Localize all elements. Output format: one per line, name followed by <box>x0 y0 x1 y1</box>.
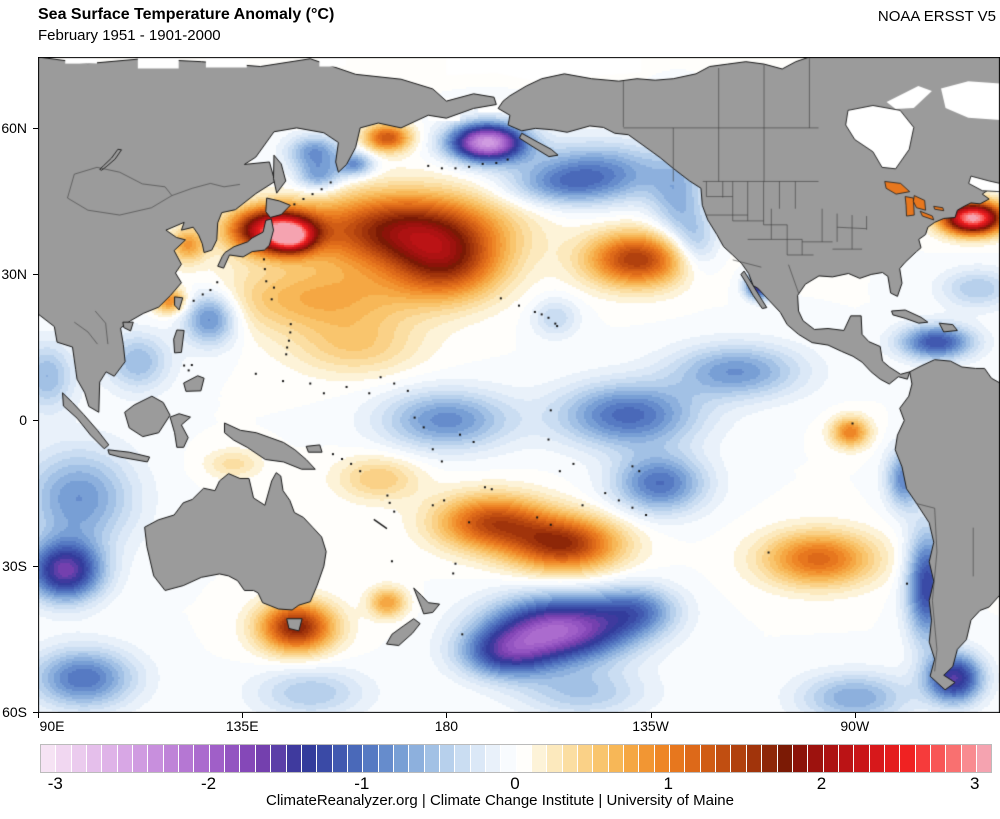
colorbar-cell <box>700 745 717 772</box>
colorbar-cell <box>746 745 763 772</box>
colorbar-cell <box>762 745 778 772</box>
x-tick-label: 90E <box>39 718 65 734</box>
colorbar-cell <box>808 745 824 772</box>
page-subtitle: February 1951 - 1901-2000 <box>38 27 221 44</box>
colorbar-cell <box>670 745 686 772</box>
colorbar-cell <box>930 745 947 772</box>
colorbar-cell <box>869 745 885 772</box>
colorbar-cell <box>409 745 425 772</box>
colorbar-cell <box>976 745 992 772</box>
colorbar-cell <box>685 745 701 772</box>
colorbar-tick-label: 3 <box>969 774 980 793</box>
colorbar-cell <box>777 745 793 772</box>
anomaly-colorbar <box>40 744 992 773</box>
colorbar-cell <box>915 745 931 772</box>
colorbar-cell <box>179 745 195 772</box>
y-tick-label: 0 <box>19 412 27 429</box>
anomaly-map-canvas <box>38 57 1000 713</box>
colorbar-cell <box>946 745 962 772</box>
colorbar-tick-label: -3 <box>47 774 63 793</box>
y-tickmark <box>33 712 38 714</box>
colorbar-cell <box>547 745 563 772</box>
colorbar-cell <box>608 745 625 772</box>
colorbar-cell <box>133 745 149 772</box>
colorbar-cell <box>884 745 901 772</box>
colorbar-cell <box>593 745 609 772</box>
colorbar-cell <box>163 745 180 772</box>
colorbar-cell <box>854 745 870 772</box>
colorbar-cell <box>961 745 977 772</box>
colorbar-cell <box>347 745 364 772</box>
colorbar-cell <box>823 745 839 772</box>
x-tick-label: 180 <box>434 718 459 734</box>
anomaly-map <box>38 57 1000 713</box>
x-tickmark <box>854 713 856 718</box>
y-tick-label: 60N <box>1 119 27 136</box>
colorbar-cell <box>639 745 655 772</box>
colorbar-cell <box>378 745 394 772</box>
colorbar-cell <box>255 745 272 772</box>
y-tick-label: 30N <box>1 265 27 282</box>
colorbar-cell <box>393 745 410 772</box>
colorbar-cell <box>317 745 333 772</box>
colorbar-cell <box>439 745 456 772</box>
colorbar-cell <box>209 745 226 772</box>
y-tickmark <box>33 127 38 129</box>
colorbar-cell <box>624 745 640 772</box>
x-tick-label: 135E <box>225 718 259 734</box>
colorbar-cell <box>286 745 302 772</box>
y-tick-label: 30S <box>2 558 27 575</box>
colorbar-cell <box>792 745 809 772</box>
colorbar-tick-label: 2 <box>816 774 827 793</box>
page-title: Sea Surface Temperature Anomaly (°C) <box>38 6 335 23</box>
colorbar-cell <box>731 745 747 772</box>
colorbar-cell <box>424 745 440 772</box>
x-tickmark <box>242 713 244 718</box>
colorbar-tick-label: 0 <box>510 774 520 793</box>
y-tickmark <box>33 566 38 568</box>
colorbar-cell <box>148 745 164 772</box>
x-tickmark <box>446 713 448 718</box>
colorbar-cell <box>301 745 318 772</box>
colorbar-cell <box>71 745 88 772</box>
y-tick-label: 60S <box>2 704 27 721</box>
colorbar-cell <box>716 745 732 772</box>
colorbar-tick-label: -1 <box>354 774 370 793</box>
credit-line: ClimateReanalyzer.org | Climate Change I… <box>266 792 734 809</box>
x-tick-label: 135W <box>632 718 669 734</box>
y-tickmark <box>33 420 38 422</box>
colorbar-cell <box>501 745 517 772</box>
colorbar-cell <box>240 745 256 772</box>
colorbar-cell <box>470 745 486 772</box>
colorbar-cell <box>485 745 502 772</box>
colorbar-cell <box>194 745 210 772</box>
dataset-label: NOAA ERSST V5 <box>877 8 996 25</box>
colorbar-cell <box>225 745 241 772</box>
y-tickmark <box>33 273 38 275</box>
colorbar-cell <box>271 745 287 772</box>
colorbar-cell <box>562 745 579 772</box>
colorbar-cell <box>56 745 72 772</box>
colorbar-tick-label: -2 <box>200 774 217 793</box>
colorbar-cell <box>102 745 118 772</box>
colorbar-tick-label: 1 <box>663 774 673 793</box>
x-tickmark <box>38 713 39 718</box>
colorbar-cell <box>363 745 379 772</box>
colorbar-cell <box>117 745 134 772</box>
colorbar-cell <box>455 745 471 772</box>
colorbar-cell <box>516 745 532 772</box>
x-tick-label: 90W <box>840 718 870 734</box>
colorbar-cell <box>654 745 671 772</box>
colorbar-cell <box>532 745 548 772</box>
colorbar-cell <box>900 745 916 772</box>
colorbar-cell <box>838 745 855 772</box>
colorbar-cell <box>332 745 348 772</box>
colorbar-cell <box>87 745 103 772</box>
colorbar-cell <box>578 745 594 772</box>
x-tickmark <box>650 713 652 718</box>
colorbar-cell <box>41 745 57 772</box>
